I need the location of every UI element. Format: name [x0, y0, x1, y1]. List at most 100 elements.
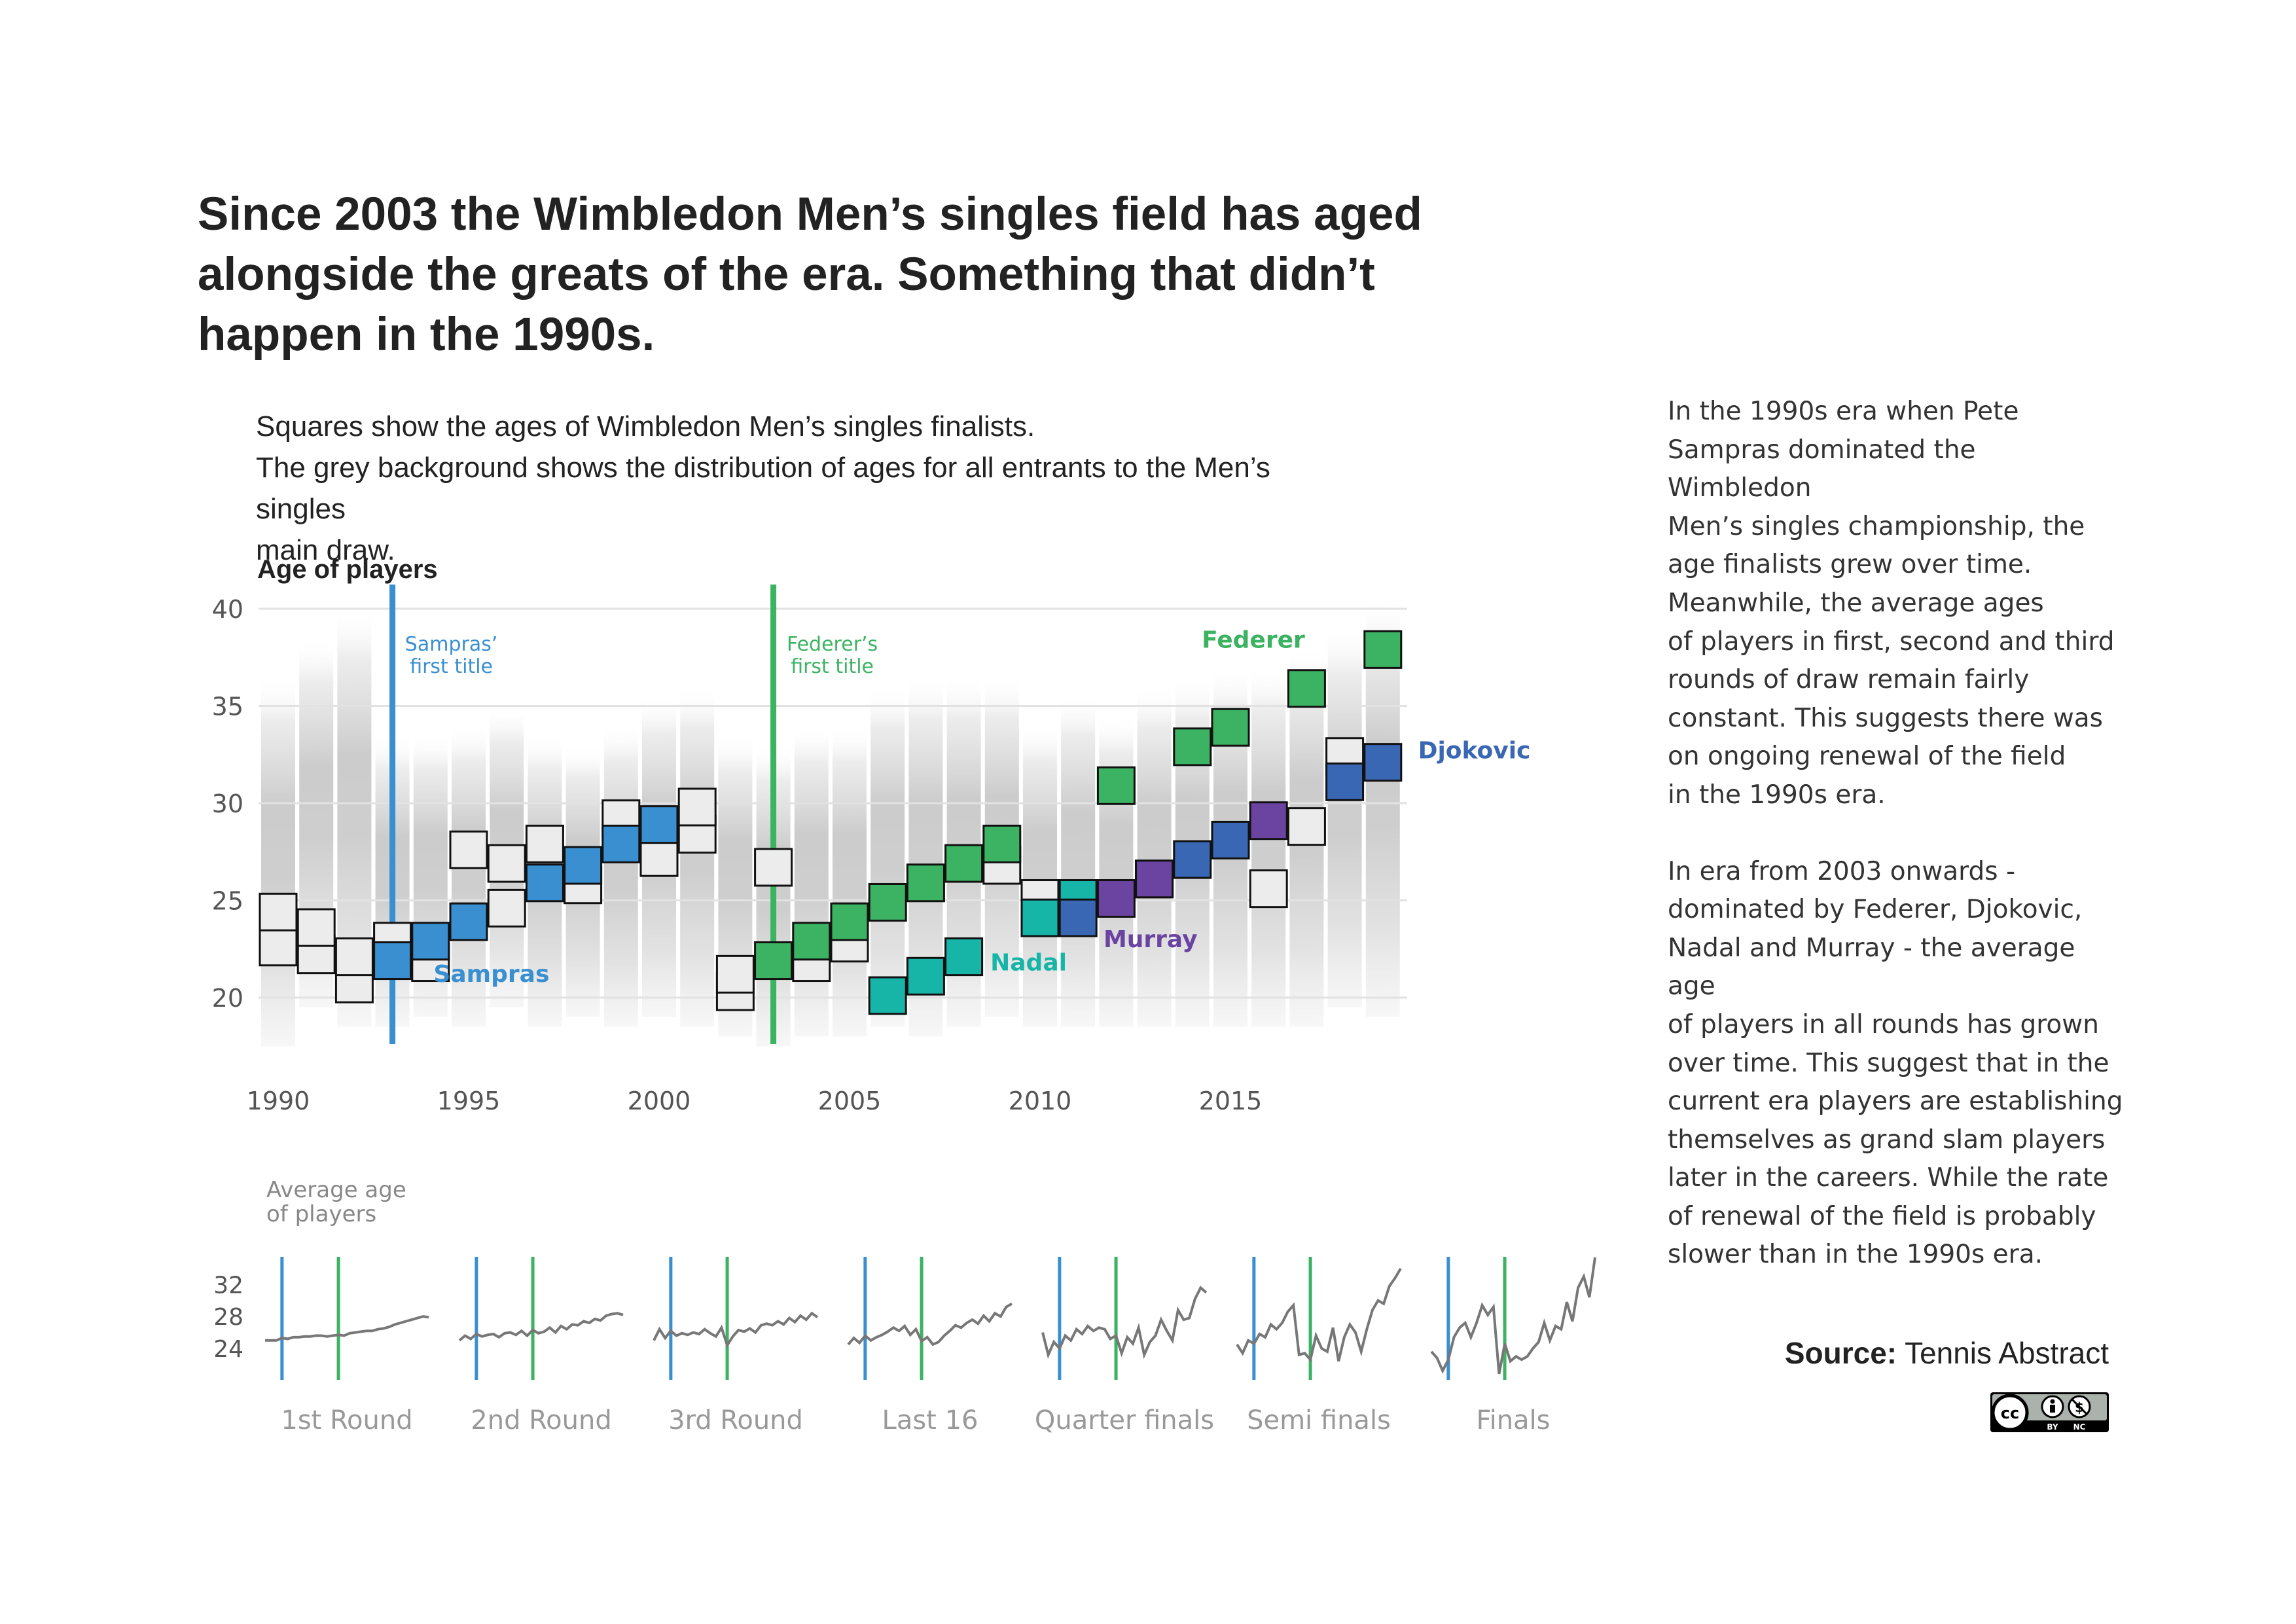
cc-by-nc-icon: cc $ BY NC — [1990, 1392, 2109, 1432]
entrant-age-band — [1327, 628, 1362, 1007]
y-tick-label: 35 — [212, 693, 243, 721]
small-multiple-label: 2nd Round — [471, 1405, 611, 1435]
average-age-line — [1041, 1286, 1208, 1360]
entrant-age-band — [452, 725, 486, 1027]
small-multiple-y-tick: 28 — [213, 1304, 243, 1331]
runner-up-age-square — [1363, 630, 1403, 669]
winner-age-square — [449, 902, 488, 941]
winner-age-square — [982, 824, 1022, 863]
winner-age-square — [830, 902, 869, 941]
small-multiple-y-tick: 24 — [213, 1336, 243, 1363]
winner-age-square — [259, 892, 298, 931]
runner-up-age-square — [944, 844, 984, 883]
runner-up-age-square — [1249, 869, 1288, 909]
winner-age-square — [1173, 840, 1212, 879]
subtitle-line: main draw. — [256, 534, 395, 566]
player-name-label: Djokovic — [1418, 738, 1531, 765]
winner-age-square — [373, 941, 412, 981]
winner-age-square — [334, 937, 374, 977]
runner-up-age-square — [1287, 807, 1326, 846]
winner-age-square — [868, 882, 907, 922]
entrant-age-band — [833, 725, 867, 1037]
first-title-annotation: Sampras’ — [405, 633, 498, 656]
commentary-paragraph: In the 1990s era when Pete Sampras domin… — [1668, 397, 2115, 810]
small-multiple-label: Quarter finals — [1035, 1405, 1214, 1435]
winner-age-square — [1058, 898, 1098, 937]
player-name-label: Nadal — [990, 949, 1067, 976]
y-tick-label: 25 — [212, 887, 243, 916]
player-name-label: Sampras — [433, 961, 549, 988]
average-age-line — [265, 1315, 429, 1342]
x-tick-label: 1995 — [437, 1087, 501, 1115]
page-title: Since 2003 the Wimbledon Men’s singles f… — [198, 189, 1422, 361]
entrant-age-band — [1023, 725, 1057, 1027]
winner-age-square — [1020, 898, 1060, 937]
first-title-annotation: Federer’s — [787, 633, 878, 656]
entrant-age-band — [870, 686, 905, 1027]
entrant-age-band — [603, 725, 638, 1027]
winner-age-square — [792, 922, 831, 961]
winner-age-square — [1211, 820, 1250, 859]
average-age-line — [458, 1312, 624, 1342]
winner-age-square — [1249, 801, 1288, 840]
small-multiples-title: Average age — [266, 1177, 406, 1203]
runner-up-age-square — [1211, 708, 1250, 747]
x-tick-label: 2015 — [1199, 1087, 1263, 1115]
y-tick-label: 40 — [212, 595, 243, 624]
subtitle-line: Squares show the ages of Wimbledon Men’s… — [256, 410, 1035, 442]
y-tick-label: 30 — [212, 789, 243, 818]
small-multiples-title: of players — [266, 1201, 376, 1227]
runner-up-age-square — [487, 844, 526, 883]
small-multiple-label: Finals — [1476, 1405, 1550, 1435]
runner-up-age-square — [754, 848, 793, 887]
winner-age-square — [564, 846, 603, 885]
winner-age-square — [525, 863, 564, 903]
svg-text:cc: cc — [2001, 1404, 2019, 1422]
winner-age-square — [715, 954, 755, 994]
source-note: Source: Tennis Abstract — [1785, 1335, 2109, 1371]
runner-up-age-square — [449, 830, 488, 869]
x-tick-label: 2010 — [1009, 1087, 1072, 1115]
y-tick-label: 20 — [212, 984, 243, 1013]
chart-text-labels: 20 25 30 35 40 Age of players 1990 1995 2000 2005… — [212, 555, 1531, 1115]
small-multiple-label: 1st Round — [281, 1405, 412, 1435]
player-name-label: Federer — [1202, 626, 1305, 653]
source-value: Tennis Abstract — [1905, 1336, 2109, 1370]
average-age-line — [847, 1302, 1013, 1346]
entrant-age-band — [1251, 667, 1286, 1027]
winner-age-square — [411, 922, 450, 961]
cc-by-text: BY — [2047, 1422, 2058, 1432]
runner-up-age-square — [259, 928, 298, 967]
entrant-age-distribution — [261, 599, 1400, 1047]
winner-age-square — [944, 937, 984, 977]
y-axis-label: Age of players — [257, 555, 438, 584]
runner-up-age-square — [525, 824, 564, 863]
x-tick-label: 2000 — [628, 1087, 691, 1115]
commentary-text: In the 1990s era when Pete Sampras domin… — [1668, 393, 2126, 1312]
winner-age-square — [601, 824, 641, 863]
winner-age-square — [1325, 762, 1365, 801]
finalist-squares — [259, 630, 1403, 1015]
average-age-line — [1430, 1257, 1596, 1375]
small-multiple-label: Last 16 — [882, 1405, 978, 1435]
cc-nc-text: NC — [2073, 1422, 2086, 1432]
entrant-age-band — [1137, 686, 1172, 1027]
small-multiple-y-tick: 32 — [213, 1272, 243, 1299]
runner-up-age-square — [868, 976, 907, 1015]
winner-age-square — [1096, 766, 1136, 805]
runner-up-age-square — [1096, 879, 1136, 918]
winner-age-square — [1135, 859, 1174, 899]
winner-age-square — [754, 941, 793, 981]
runner-up-age-square — [1173, 727, 1212, 767]
entrant-age-band — [680, 686, 715, 1027]
y-gridlines — [259, 607, 1407, 999]
runner-up-age-square — [639, 838, 679, 877]
subtitle-line: The grey background shows the distributi… — [256, 452, 1270, 525]
winner-age-square — [296, 908, 336, 947]
x-tick-label: 2005 — [818, 1087, 882, 1115]
player-name-label: Murray — [1103, 926, 1198, 953]
winner-age-square — [1287, 669, 1326, 708]
winner-age-square — [487, 888, 526, 928]
winner-age-square — [639, 805, 679, 844]
